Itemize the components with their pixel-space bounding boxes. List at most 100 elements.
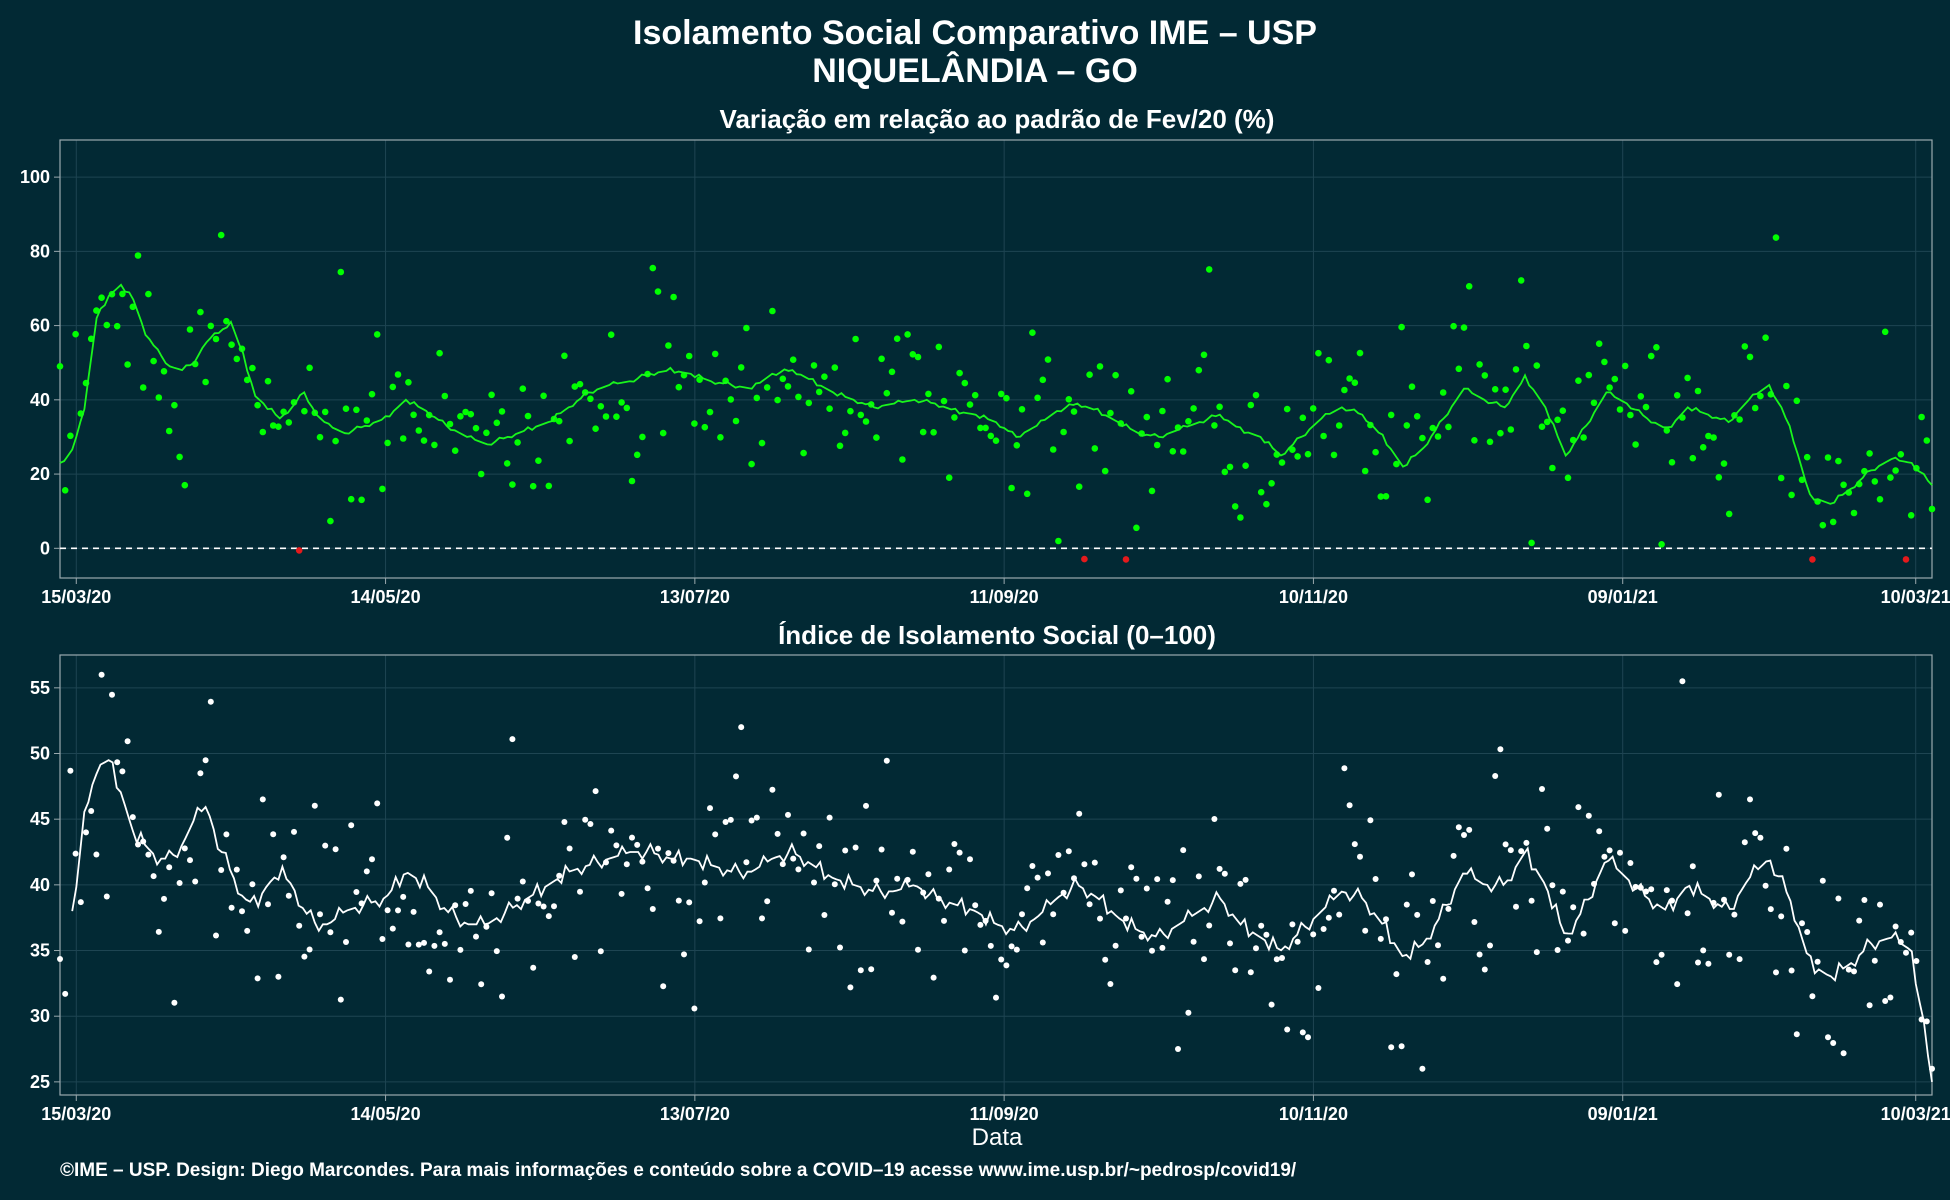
data-point xyxy=(499,993,505,1000)
panel2-title: Índice de Isolamento Social (0–100) xyxy=(778,620,1216,650)
data-point xyxy=(249,881,256,888)
data-point xyxy=(1253,945,1259,952)
data-point xyxy=(566,437,573,445)
data-point xyxy=(706,408,714,416)
data-point xyxy=(1513,903,1519,910)
data-point xyxy=(1190,938,1197,945)
data-point xyxy=(1466,826,1473,833)
data-point xyxy=(623,404,631,412)
data-point xyxy=(353,889,360,895)
data-point xyxy=(1393,460,1400,468)
data-point xyxy=(1107,981,1114,987)
data-point xyxy=(514,439,521,446)
data-point xyxy=(441,392,449,400)
data-point xyxy=(212,335,220,343)
data-point xyxy=(1694,387,1702,395)
data-point xyxy=(1242,876,1249,883)
data-point xyxy=(77,899,84,906)
data-point xyxy=(893,335,901,343)
data-point xyxy=(941,917,947,924)
data-point xyxy=(1356,349,1364,357)
data-point xyxy=(223,317,230,325)
data-point xyxy=(488,890,495,897)
data-point xyxy=(431,942,438,949)
data-point xyxy=(946,866,953,873)
data-point xyxy=(711,350,719,358)
data-point xyxy=(660,983,667,990)
data-point xyxy=(218,867,225,873)
data-point xyxy=(103,893,110,900)
data-point xyxy=(384,907,391,914)
data-point xyxy=(285,419,293,426)
data-point xyxy=(1247,401,1255,409)
data-point xyxy=(587,395,594,403)
data-point xyxy=(519,878,526,885)
data-point xyxy=(785,811,791,818)
data-point xyxy=(1850,509,1858,517)
x-tick-label: 10/11/20 xyxy=(1279,587,1348,607)
data-point xyxy=(1653,959,1660,966)
data-point xyxy=(1523,839,1530,846)
data-point xyxy=(1450,322,1457,330)
data-point xyxy=(259,428,267,436)
data-point xyxy=(1866,450,1873,457)
data-point xyxy=(529,482,537,490)
data-point xyxy=(863,802,869,809)
data-point xyxy=(1372,876,1379,882)
data-point xyxy=(857,411,865,419)
data-point xyxy=(1289,921,1296,928)
data-point xyxy=(1096,363,1104,370)
data-point xyxy=(909,351,917,358)
data-point xyxy=(977,921,984,928)
index-panel: 25 30 35 40 45 50 55 15/03/20 14/05/20 13/07/20 11… xyxy=(30,654,1950,1124)
data-point xyxy=(1731,911,1738,918)
data-point xyxy=(1617,849,1623,856)
caption: ©IME – USP. Design: Diego Marcondes. Par… xyxy=(60,1160,1297,1181)
data-point xyxy=(1559,888,1566,895)
data-point xyxy=(1684,910,1691,917)
data-point xyxy=(504,834,511,841)
data-point xyxy=(551,903,557,910)
data-point xyxy=(1211,816,1218,822)
data-point xyxy=(1762,334,1769,342)
data-point xyxy=(743,324,750,332)
data-point xyxy=(1725,510,1733,518)
data-point xyxy=(1450,852,1457,859)
data-point xyxy=(368,390,376,398)
data-point xyxy=(1647,352,1655,360)
data-point xyxy=(1481,966,1488,973)
data-point xyxy=(961,947,968,954)
data-point xyxy=(821,373,828,381)
data-point xyxy=(358,496,365,504)
data-point xyxy=(1024,885,1031,892)
data-point xyxy=(1461,832,1467,838)
data-point xyxy=(623,861,630,868)
data-point xyxy=(665,850,672,857)
data-point xyxy=(296,922,303,929)
data-point xyxy=(852,335,859,343)
data-point xyxy=(1476,951,1483,958)
data-point xyxy=(1528,897,1535,904)
x-tick-label: 10/03/21 xyxy=(1881,1104,1950,1124)
data-point xyxy=(1305,1034,1311,1041)
data-point xyxy=(748,460,755,468)
data-point xyxy=(223,831,230,838)
data-point xyxy=(1419,434,1426,442)
data-point xyxy=(821,912,828,918)
data-point xyxy=(1164,898,1171,905)
data-point xyxy=(566,845,573,852)
data-point xyxy=(717,915,724,922)
data-point xyxy=(431,441,438,449)
data-point xyxy=(571,383,579,390)
data-point xyxy=(1175,1046,1181,1052)
data-point xyxy=(1824,454,1832,461)
data-point xyxy=(181,481,189,489)
data-point xyxy=(1648,886,1655,893)
data-point xyxy=(1830,1040,1837,1046)
data-point xyxy=(878,846,885,853)
data-point xyxy=(394,371,402,378)
data-point xyxy=(888,368,896,376)
data-point xyxy=(478,981,485,988)
data-point xyxy=(1887,994,1894,1001)
data-point xyxy=(327,929,334,936)
